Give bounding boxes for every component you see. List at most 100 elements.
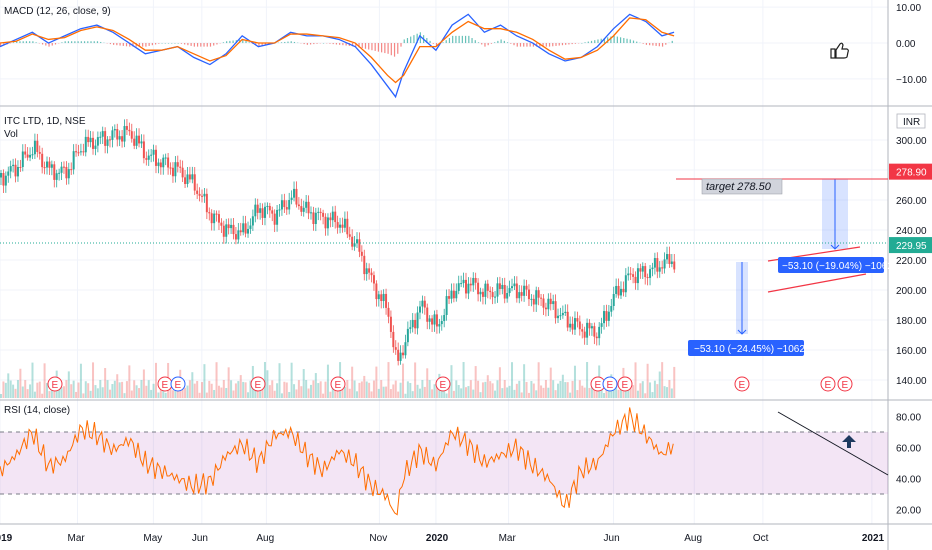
candle-body <box>79 151 82 153</box>
rsi-trendline[interactable] <box>777 411 889 476</box>
earnings-marker[interactable] <box>734 376 750 392</box>
volume-bar <box>423 386 426 398</box>
macd-histogram-bar <box>448 38 451 44</box>
thumbs-up-icon[interactable] <box>830 42 849 59</box>
candle-body <box>629 273 632 275</box>
macd-histogram-bar <box>590 40 593 44</box>
measure-label-2[interactable]: −53.10 (−19.04%) −1062 <box>778 257 893 273</box>
macd-histogram-bar <box>474 40 476 44</box>
volume-bar <box>527 392 530 398</box>
macd-histogram-bar <box>374 43 376 51</box>
candle-body <box>610 306 613 312</box>
candle-body <box>653 258 656 268</box>
candle-body <box>615 285 618 294</box>
candle-body <box>203 193 206 197</box>
price-tick-label: 180.00 <box>896 316 927 327</box>
macd-histogram-bar <box>619 37 622 44</box>
candle-body <box>101 131 104 137</box>
macd-histogram-bar <box>558 43 560 46</box>
earnings-marker[interactable] <box>820 376 836 392</box>
macd-histogram-bar <box>12 42 15 44</box>
volume-bar <box>370 391 373 398</box>
volume-bar <box>506 387 509 398</box>
earnings-marker[interactable] <box>330 376 346 392</box>
earnings-marker[interactable] <box>602 376 618 392</box>
earnings-marker[interactable] <box>435 376 451 392</box>
macd-histogram-bar <box>74 41 76 44</box>
candle-body <box>581 329 584 332</box>
earnings-marker[interactable] <box>617 376 633 392</box>
candle-body <box>479 291 482 295</box>
candle-body <box>392 331 395 348</box>
volume-bar <box>498 367 501 398</box>
volume-bar <box>518 380 521 398</box>
macd-histogram-bar <box>393 43 396 57</box>
macd-histogram-bar <box>35 42 37 44</box>
candle-body <box>382 293 385 302</box>
target-label[interactable]: target 278.50 <box>701 178 783 195</box>
macd-histogram-bar <box>309 43 312 45</box>
candle-body <box>641 266 644 272</box>
candle-body <box>314 212 317 225</box>
macd-histogram-bar <box>303 43 305 45</box>
candle-body <box>348 234 351 237</box>
candle-body <box>227 224 230 229</box>
volume-bar <box>632 385 635 398</box>
macd-histogram-bar <box>71 41 73 44</box>
candle-body <box>60 166 63 173</box>
measure-label-1[interactable]: −53.10 (−24.45%) −1062 <box>688 340 805 356</box>
volume-bar <box>450 365 453 398</box>
volume-bar <box>297 380 300 398</box>
volume-bar <box>520 392 523 398</box>
volume-bar <box>67 371 70 398</box>
candle-body <box>624 275 627 293</box>
macd-histogram-bar <box>61 42 63 44</box>
earnings-marker[interactable] <box>250 376 266 392</box>
candle-body <box>217 214 220 223</box>
volume-bar <box>469 380 472 398</box>
macd-histogram-bar <box>587 41 589 44</box>
candle-body <box>280 200 283 210</box>
macd-histogram-bar <box>655 43 657 46</box>
rsi-tick-label: 80.00 <box>896 412 921 423</box>
volume-bar <box>649 382 652 398</box>
candle-body <box>87 136 90 143</box>
time-tick-label: May <box>143 533 162 544</box>
candle-body <box>220 222 223 226</box>
candle-body <box>513 283 516 287</box>
volume-bar <box>33 391 36 398</box>
candle-body <box>523 285 526 296</box>
macd-histogram-bar <box>568 43 570 45</box>
earnings-marker[interactable] <box>170 376 186 392</box>
macd-histogram-bar <box>665 43 667 45</box>
volume-bar <box>254 389 257 398</box>
volume-bar <box>191 372 194 398</box>
volume-bar <box>222 380 225 398</box>
candle-body <box>123 126 126 142</box>
currency-badge[interactable]: INR <box>896 113 926 129</box>
rsi-line <box>0 407 674 516</box>
volume-bar <box>578 380 581 398</box>
macd-histogram-bar <box>313 43 315 45</box>
volume-bar <box>135 385 138 398</box>
macd-histogram-bar <box>339 43 341 45</box>
candle-body <box>634 276 637 284</box>
volume-bar <box>646 363 649 398</box>
triangle-lower-trendline[interactable] <box>767 273 867 293</box>
macd-histogram-bar <box>280 42 283 44</box>
earnings-marker[interactable] <box>837 376 853 392</box>
volume-bar <box>319 381 322 398</box>
macd-histogram-bar <box>248 42 250 44</box>
drawing-tools[interactable] <box>0 178 889 476</box>
candle-body <box>452 290 455 299</box>
candle-body <box>365 268 368 275</box>
candle-body <box>50 164 53 168</box>
macd-histogram-bar <box>542 43 544 47</box>
earnings-marker[interactable] <box>47 376 63 392</box>
candle-body <box>147 155 150 160</box>
candle-body <box>433 314 436 325</box>
volume-bar <box>573 365 576 398</box>
candle-body <box>515 283 518 299</box>
